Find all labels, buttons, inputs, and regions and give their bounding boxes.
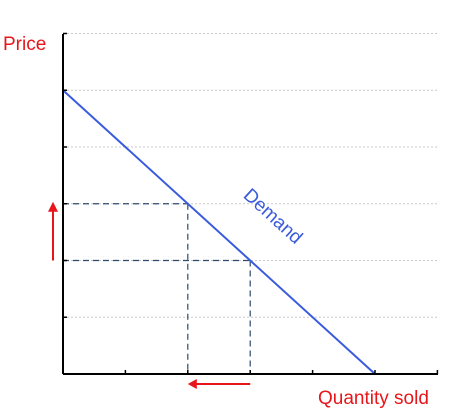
demand-curve — [62, 89, 376, 375]
guide-lines — [63, 203, 251, 374]
y-axis-label: Price — [3, 34, 47, 55]
annotation-arrows — [48, 201, 251, 389]
demand-label: Demand — [239, 185, 306, 249]
axes — [62, 32, 439, 375]
price-arrow-head — [48, 201, 58, 212]
gridlines — [63, 33, 438, 318]
quantity-arrow-head — [187, 379, 197, 389]
x-axis-label: Quantity sold — [318, 388, 429, 409]
series-layer: Demand — [62, 89, 376, 375]
